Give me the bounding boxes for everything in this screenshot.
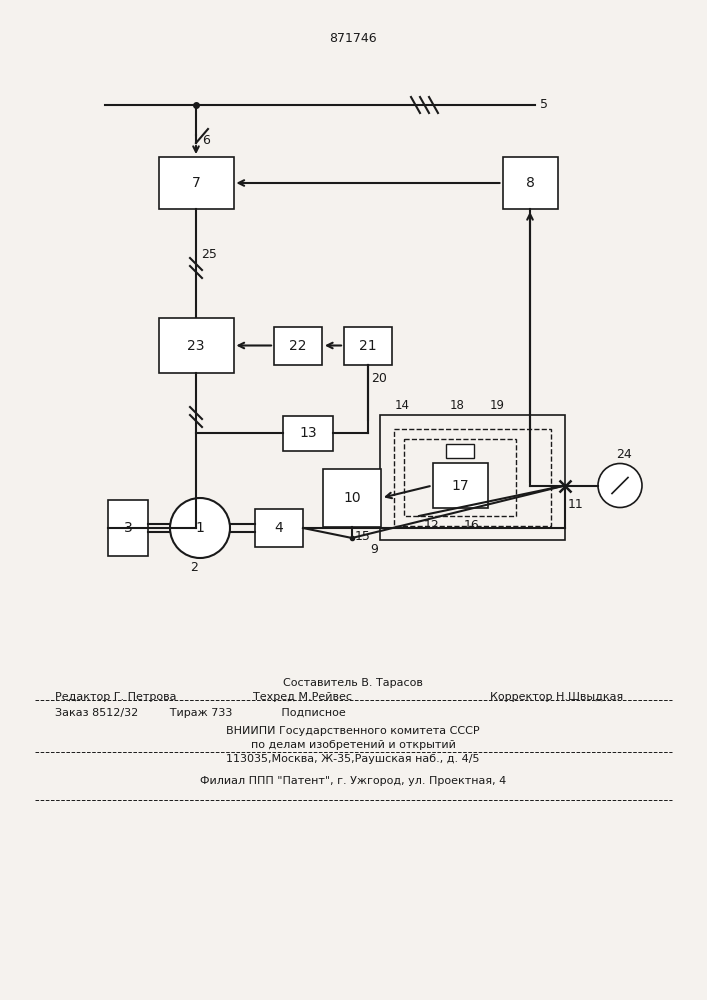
- Bar: [323, 469, 381, 527]
- Bar: [255, 509, 303, 547]
- Text: 3: 3: [124, 521, 132, 535]
- Circle shape: [170, 498, 230, 558]
- Text: 25: 25: [201, 247, 217, 260]
- Bar: [404, 439, 516, 516]
- Bar: [380, 415, 565, 540]
- Text: 16: 16: [464, 519, 480, 532]
- Text: по делам изобретений и открытий: по делам изобретений и открытий: [250, 740, 455, 750]
- Bar: [446, 444, 474, 458]
- Text: 2: 2: [190, 561, 198, 574]
- Text: 871746: 871746: [329, 32, 377, 45]
- Text: 20: 20: [371, 372, 387, 385]
- Text: 1: 1: [196, 521, 204, 535]
- Text: 10: 10: [343, 491, 361, 505]
- Text: ВНИИПИ Государственного комитета СССР: ВНИИПИ Государственного комитета СССР: [226, 726, 480, 736]
- Text: 5: 5: [540, 99, 548, 111]
- Bar: [158, 157, 233, 209]
- Text: 14: 14: [395, 399, 410, 412]
- Text: 12: 12: [424, 519, 440, 532]
- Text: Заказ 8512/32         Тираж 733              Подписное: Заказ 8512/32 Тираж 733 Подписное: [55, 708, 346, 718]
- Text: 18: 18: [450, 399, 465, 412]
- Text: 9: 9: [370, 543, 378, 556]
- Text: 8: 8: [525, 176, 534, 190]
- Text: Редактор Г. Петрова: Редактор Г. Петрова: [55, 692, 177, 702]
- Bar: [344, 326, 392, 364]
- Text: 6: 6: [202, 133, 210, 146]
- Text: 17: 17: [451, 479, 469, 492]
- Bar: [283, 416, 333, 450]
- Text: 7: 7: [192, 176, 200, 190]
- Circle shape: [598, 464, 642, 508]
- Text: 24: 24: [616, 448, 632, 460]
- Text: 23: 23: [187, 338, 205, 353]
- Text: Составитель В. Тарасов: Составитель В. Тарасов: [283, 678, 423, 688]
- Text: Филиал ППП "Патент", г. Ужгород, ул. Проектная, 4: Филиал ППП "Патент", г. Ужгород, ул. Про…: [200, 776, 506, 786]
- Text: 22: 22: [289, 338, 307, 353]
- Text: 15: 15: [355, 530, 371, 543]
- Text: 113035,Москва, Ж-35,Раушская наб., д. 4/5: 113035,Москва, Ж-35,Раушская наб., д. 4/…: [226, 754, 480, 764]
- Text: 19: 19: [490, 399, 505, 412]
- Text: 11: 11: [568, 497, 584, 510]
- Text: 4: 4: [274, 521, 284, 535]
- Text: Корректор Н.Швыдкая: Корректор Н.Швыдкая: [490, 692, 624, 702]
- Bar: [274, 326, 322, 364]
- Text: 13: 13: [299, 426, 317, 440]
- Bar: [503, 157, 558, 209]
- Text: 21: 21: [359, 338, 377, 353]
- Bar: [108, 500, 148, 556]
- Bar: [158, 318, 233, 373]
- Text: Техред М.Рейвес: Техред М.Рейвес: [253, 692, 352, 702]
- Bar: [433, 463, 488, 508]
- Bar: [394, 429, 551, 526]
